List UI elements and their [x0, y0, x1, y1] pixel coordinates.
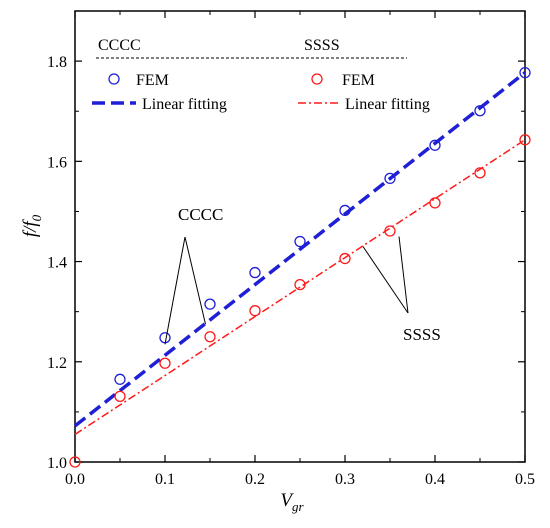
legend-cccc-fit-label: Linear fitting: [142, 96, 227, 113]
annotation-ssss-pointer: [362, 246, 409, 314]
ssss-fem-point: [114, 390, 126, 403]
cccc-fem-point: [294, 235, 306, 248]
legend-ssss-fit-label: Linear fitting: [345, 96, 430, 113]
x-tick-label: 0.0: [65, 471, 85, 488]
y-axis-title: f/f0: [20, 214, 44, 237]
cccc-fem-point: [474, 105, 486, 117]
cccc-fem-point: [384, 172, 396, 185]
annotation-ssss-pointer: [398, 236, 409, 314]
annotation-cccc-label: CCCC: [178, 205, 223, 224]
cccc-fem-point: [159, 332, 171, 344]
cccc-fem-point: [114, 373, 126, 385]
x-tick-label: 0.5: [515, 471, 535, 488]
y-tick-label: 1.8: [47, 54, 67, 71]
ssss-linear-fit-line: [74, 139, 526, 436]
x-axis-title-sub: gr: [292, 499, 305, 514]
legend-cccc-fem-marker: [108, 73, 120, 85]
cccc-fem-point: [519, 66, 531, 79]
y-tick-label: 1.6: [47, 154, 67, 171]
annotations: CCCC SSSS: [164, 205, 441, 345]
y-tick-label: 1.4: [47, 255, 67, 272]
y-tick-labels: 1.0 1.2 1.4 1.6 1.8: [47, 54, 67, 472]
legend-group-ssss: SSSS: [304, 37, 340, 54]
annotation-ssss-label: SSSS: [403, 325, 441, 344]
annotation-cccc-pointer: [184, 236, 206, 325]
cccc-fem-point: [429, 139, 441, 151]
annotation-cccc-pointer: [164, 236, 186, 345]
legend: CCCC SSSS FEM Linear fitting FEM Linear …: [92, 37, 430, 113]
ssss-fem-point: [69, 456, 81, 468]
y-axis-title-sub: 0: [29, 214, 44, 221]
legend-cccc-fem-label: FEM: [136, 72, 169, 89]
x-axis-title: Vgr: [280, 490, 304, 514]
x-tick-label: 0.1: [155, 471, 175, 488]
cccc-fem-point: [204, 298, 216, 310]
y-tick-label: 1.2: [47, 355, 67, 372]
ssss-fem-point: [159, 357, 171, 369]
legend-group-cccc: CCCC: [98, 37, 141, 54]
ssss-fem-point: [249, 305, 261, 317]
ssss-fem-point: [204, 331, 216, 343]
legend-ssss-fem-marker: [311, 73, 323, 85]
y-tick-label: 1.0: [47, 455, 67, 472]
x-tick-label: 0.4: [425, 471, 445, 488]
x-tick-label: 0.3: [335, 471, 355, 488]
ssss-fem-point: [429, 197, 441, 209]
cccc-fem-point: [249, 266, 261, 279]
series-layer: [69, 66, 531, 468]
axis-ticks: [74, 11, 526, 463]
ssss-fem-point: [474, 167, 486, 179]
ssss-fem-point: [339, 252, 351, 265]
x-tick-label: 0.2: [245, 471, 265, 488]
cccc-linear-fit-line: [73, 71, 527, 428]
legend-ssss-fem-label: FEM: [342, 72, 375, 89]
ssss-fem-point: [519, 134, 531, 146]
x-tick-labels: 0.0 0.1 0.2 0.3 0.4 0.5: [65, 471, 535, 488]
